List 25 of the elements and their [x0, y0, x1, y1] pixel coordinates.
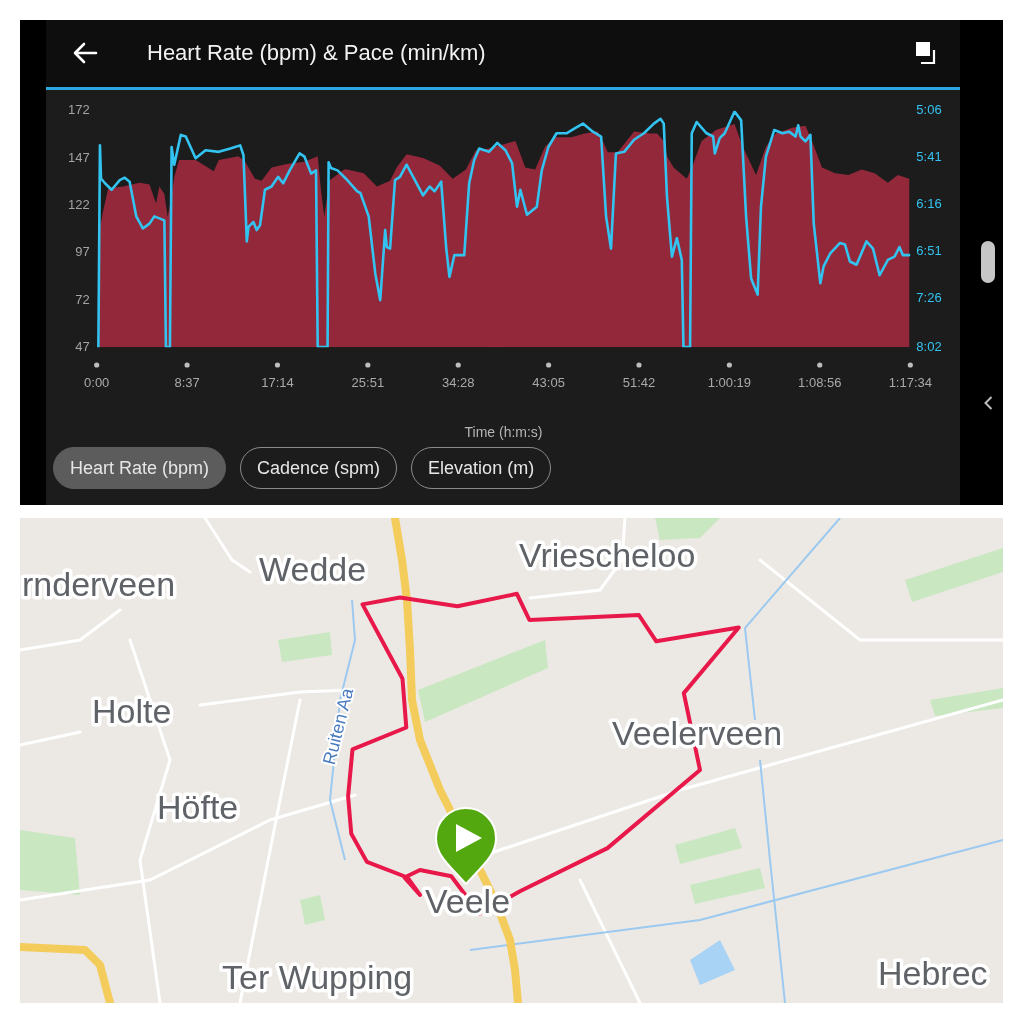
- x-axis-title: Time (h:m:s): [464, 423, 543, 440]
- y2-tick-label: 8:02: [916, 338, 942, 354]
- y-tick-label: 72: [75, 291, 90, 307]
- y2-tick-label: 5:41: [916, 149, 942, 165]
- y-tick-label: 147: [68, 149, 90, 165]
- y-tick-label: 122: [68, 196, 90, 212]
- x-tick-label: 51:42: [622, 374, 656, 390]
- chip-button[interactable]: Heart Rate (bpm): [53, 447, 227, 489]
- y-tick-label: 172: [68, 102, 90, 118]
- x-tick-label: 17:14: [261, 374, 294, 390]
- x-tick-label: 43:05: [532, 374, 565, 390]
- y-tick-label: 97: [75, 244, 90, 260]
- x-tick-label: 34:28: [441, 374, 475, 390]
- x-tick-label: 1:17:34: [888, 374, 932, 390]
- y2-tick-label: 5:06: [916, 102, 942, 118]
- y2-tick-label: 6:51: [916, 243, 942, 259]
- y2-tick-label: 6:16: [916, 196, 942, 212]
- x-tick-label: 8:37: [174, 374, 200, 390]
- chart-title: Heart Rate (bpm) & Pace (min/km): [147, 40, 486, 66]
- x-tick-label: 0:00: [84, 374, 110, 390]
- x-tick-label: 1:00:19: [707, 374, 752, 390]
- y-tick-label: 47: [75, 338, 90, 354]
- x-tick-label: 25:51: [351, 374, 385, 390]
- y2-tick-label: 7:26: [916, 290, 942, 306]
- x-tick-label: 1:08:56: [798, 374, 842, 390]
